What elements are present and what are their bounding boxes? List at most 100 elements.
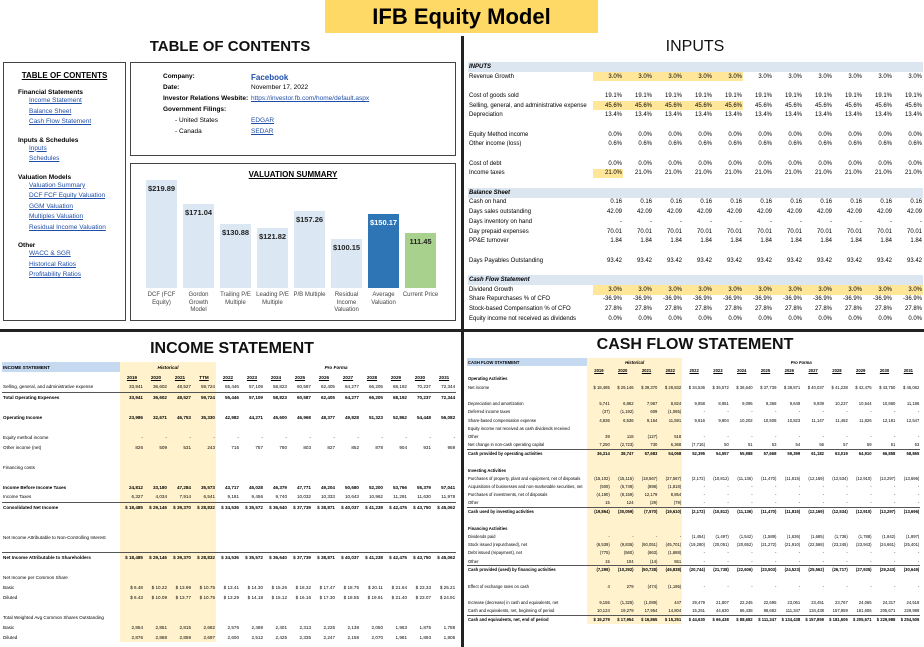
cell xyxy=(216,402,240,412)
toc-link[interactable]: Inputs xyxy=(29,144,47,152)
cell-value: 93.42 xyxy=(606,257,622,264)
cell-value: $ 15,251 xyxy=(658,614,683,624)
info-value[interactable]: https://investor.fb.com/home/default.asp… xyxy=(251,95,370,102)
cell-value: 3.0% xyxy=(773,284,803,295)
toc-link[interactable]: Residual Income Valuation xyxy=(29,223,106,231)
toc-link[interactable]: Cash Flow Statement xyxy=(29,118,92,125)
row-label: Net Income Attributable to Non-Controlli… xyxy=(3,534,106,540)
info-value[interactable]: EDGAR xyxy=(251,117,275,124)
cell xyxy=(312,542,336,552)
cell-value: - xyxy=(727,583,729,589)
cell-value: 45.6% xyxy=(593,100,623,111)
cell-value: 2,815 xyxy=(168,622,192,632)
info-label: Investor Relations Wesbite: xyxy=(163,95,249,102)
toc-link[interactable]: GGM Valuation xyxy=(29,202,73,210)
cell xyxy=(593,178,623,188)
cell-value: - xyxy=(920,218,922,225)
cell xyxy=(873,391,897,399)
cell xyxy=(168,562,192,572)
cell xyxy=(849,391,873,399)
cell xyxy=(713,62,743,72)
info-value[interactable]: SEDAR xyxy=(251,128,274,135)
data-label: $171.04 xyxy=(184,207,213,217)
cell-value: $ 28,832 xyxy=(658,382,683,392)
toc-link[interactable]: Historical Ratios xyxy=(29,260,76,268)
info-row: Investor Relations Wesbite: https://inves… xyxy=(163,95,455,106)
cell-value: $ 39,370 xyxy=(634,382,659,392)
cell-value: - xyxy=(775,409,777,415)
cell-value: 42.09 xyxy=(696,209,712,216)
toc-link[interactable]: WACC & SGR xyxy=(29,250,71,257)
table-row: Net change in non-cash operating capital… xyxy=(467,440,920,450)
cell-value: - xyxy=(893,500,896,506)
toc-link[interactable]: Balance Sheet xyxy=(29,107,72,115)
cell-value: 45.6% xyxy=(623,100,653,111)
year-header: 2022 xyxy=(658,366,683,375)
cell-value: 0.6% xyxy=(908,141,922,148)
cell xyxy=(773,246,803,256)
cell-value: $ 13.29 xyxy=(223,594,239,600)
toc-link[interactable]: Income Statement xyxy=(29,97,82,104)
row-label: Day prepaid expenses xyxy=(469,228,529,235)
cell-value: 21.0% xyxy=(784,170,802,177)
cell-value: 609 xyxy=(634,407,659,417)
cell xyxy=(384,542,408,552)
cell-value: 59 xyxy=(866,442,872,448)
cell xyxy=(801,458,825,466)
cell xyxy=(587,515,611,524)
toc-link[interactable]: DCF FCF Equity Valuation xyxy=(29,192,106,199)
cell-value: - xyxy=(587,532,611,541)
cell-value: $ 205,671 xyxy=(848,614,873,624)
cell-value: 58,823 xyxy=(272,384,287,390)
cell-value: 42.09 xyxy=(636,209,652,216)
cell-value: $ 42,475 xyxy=(855,384,872,390)
info-row: Date: November 17, 2022 xyxy=(163,84,455,95)
cell xyxy=(683,178,713,188)
cell xyxy=(773,81,803,91)
cell-value: (6,539) xyxy=(587,540,611,549)
row-label: Total Operating Expenses xyxy=(2,391,120,402)
cell xyxy=(682,424,706,432)
cell xyxy=(360,422,384,432)
cell-value: 46,968 xyxy=(296,414,311,420)
toc-link[interactable]: Profitability Ratios xyxy=(29,271,82,278)
cell-value: 64,277 xyxy=(336,391,360,402)
row-label: Income Taxes xyxy=(3,494,32,500)
year-header: 2022 xyxy=(222,374,234,380)
cell xyxy=(833,178,863,188)
cell-value: $ 28,832 xyxy=(192,551,216,562)
cell xyxy=(713,149,743,159)
table-row: Diluted 2,876 2,888 2,859 2,697 2,600 2,512 2,4… xyxy=(2,632,456,642)
info-value[interactable]: Facebook xyxy=(251,73,289,82)
cell xyxy=(653,178,683,188)
cell-value: 55,379 xyxy=(416,484,431,490)
cell-value: 780 xyxy=(279,444,287,450)
toc-link[interactable]: Multiples Valuation xyxy=(29,213,84,220)
info-row: Government Filings: xyxy=(163,106,455,117)
cell xyxy=(849,590,873,598)
cell-value: 0.0% xyxy=(788,315,802,322)
cell-value: (23,245) xyxy=(832,542,848,548)
cell-value: 93.42 xyxy=(756,257,772,264)
cell xyxy=(773,265,803,275)
cell xyxy=(144,522,168,532)
cell xyxy=(432,462,456,472)
year-header: 2019 xyxy=(587,366,611,375)
cell-value: 3.0% xyxy=(653,284,683,295)
cell-value: - xyxy=(727,500,729,506)
cell-value: - xyxy=(634,532,659,541)
toc-link[interactable]: Schedules xyxy=(29,155,60,162)
cell-value: 518 xyxy=(658,432,683,441)
toc-link[interactable]: Valuation Summary xyxy=(29,181,86,189)
cell-value: 19.1% xyxy=(784,92,802,99)
cell-value: 23,986 xyxy=(120,412,144,422)
cell xyxy=(653,120,683,130)
cell xyxy=(120,462,144,472)
data-label: $150.17 xyxy=(369,218,398,228)
cell-value: - xyxy=(703,484,706,490)
data-label: $157.26 xyxy=(295,214,324,224)
cell-value: 0.0% xyxy=(638,315,652,322)
cell-value: 959 xyxy=(447,444,456,450)
cell xyxy=(634,374,659,383)
cell-value: $ 36,640 xyxy=(264,501,288,512)
